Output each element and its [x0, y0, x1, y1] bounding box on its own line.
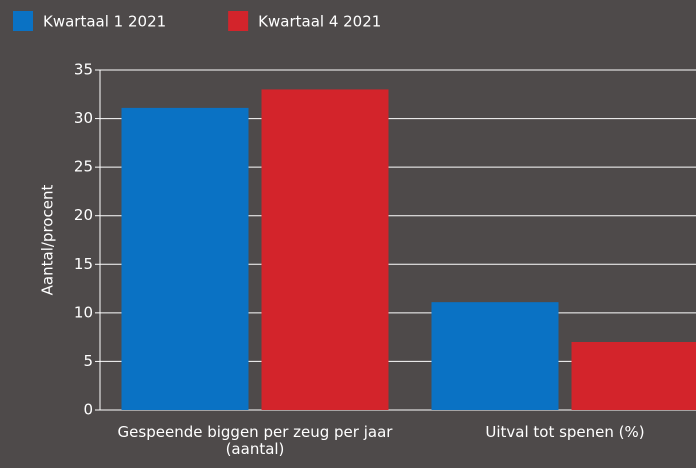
- y-tick-label: 30: [74, 109, 93, 127]
- y-tick-label: 5: [83, 352, 93, 370]
- y-tick-label: 25: [74, 158, 93, 176]
- bar: [571, 342, 696, 410]
- legend-label: Kwartaal 1 2021: [43, 13, 166, 31]
- y-tick-label: 15: [74, 255, 93, 273]
- bar: [261, 89, 389, 410]
- x-tick-label: Gespeende biggen per zeug per jaar (aant…: [117, 423, 393, 458]
- y-tick-label: 0: [83, 401, 93, 419]
- y-tick-label: 35: [74, 61, 93, 79]
- y-tick-label: 20: [74, 206, 93, 224]
- legend-swatch: [13, 11, 33, 31]
- legend-label: Kwartaal 4 2021: [258, 13, 381, 31]
- legend-swatch: [228, 11, 249, 31]
- bar: [431, 302, 559, 410]
- y-tick-label: 10: [74, 303, 93, 321]
- bar: [121, 107, 249, 410]
- y-axis-label: Aantal/procent: [39, 185, 57, 296]
- x-tick-label: Uitval tot spenen (%): [485, 423, 645, 441]
